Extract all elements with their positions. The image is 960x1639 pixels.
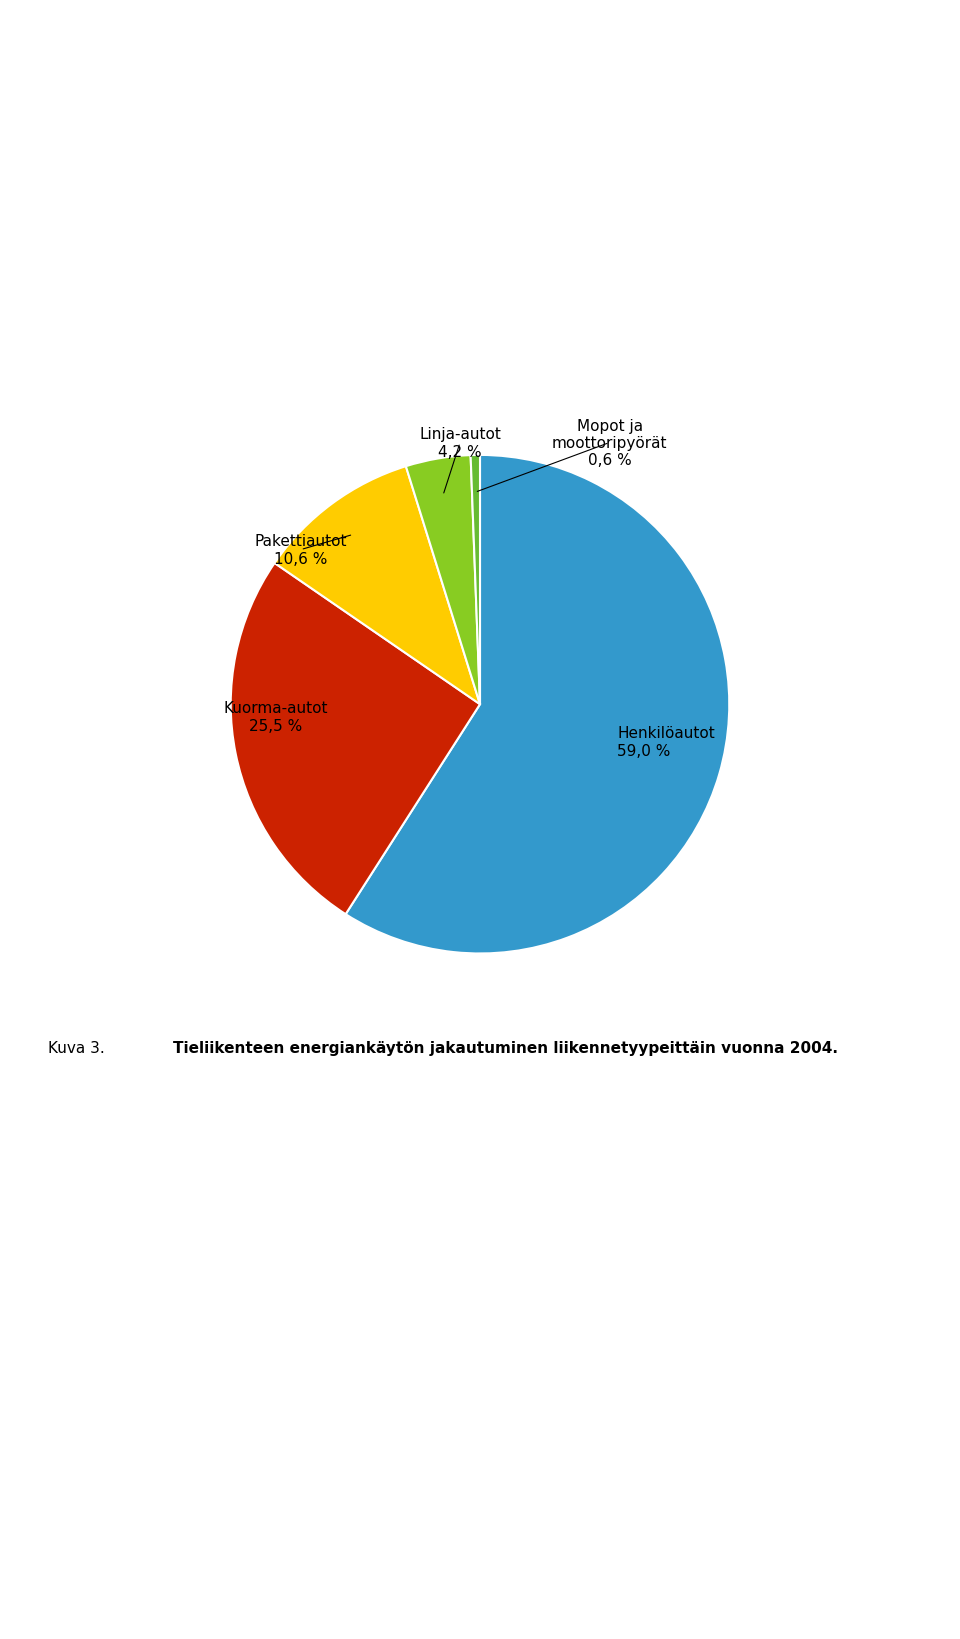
Wedge shape — [275, 467, 480, 705]
Text: Linja-autot
4,2 %: Linja-autot 4,2 % — [420, 428, 501, 459]
Text: Pakettiautot
10,6 %: Pakettiautot 10,6 % — [254, 534, 347, 567]
Wedge shape — [346, 456, 730, 954]
Text: Mopot ja
moottoripyörät
0,6 %: Mopot ja moottoripyörät 0,6 % — [552, 418, 667, 469]
Text: Kuva 3.: Kuva 3. — [48, 1041, 105, 1056]
Wedge shape — [230, 564, 480, 915]
Text: Kuorma-autot
25,5 %: Kuorma-autot 25,5 % — [224, 701, 328, 733]
Wedge shape — [470, 456, 480, 705]
Text: Henkilöautot
59,0 %: Henkilöautot 59,0 % — [617, 726, 715, 759]
Wedge shape — [406, 456, 480, 705]
Text: Tieliikenteen energiankäytön jakautuminen liikennetyypeittäin vuonna 2004.: Tieliikenteen energiankäytön jakautumine… — [173, 1041, 838, 1056]
